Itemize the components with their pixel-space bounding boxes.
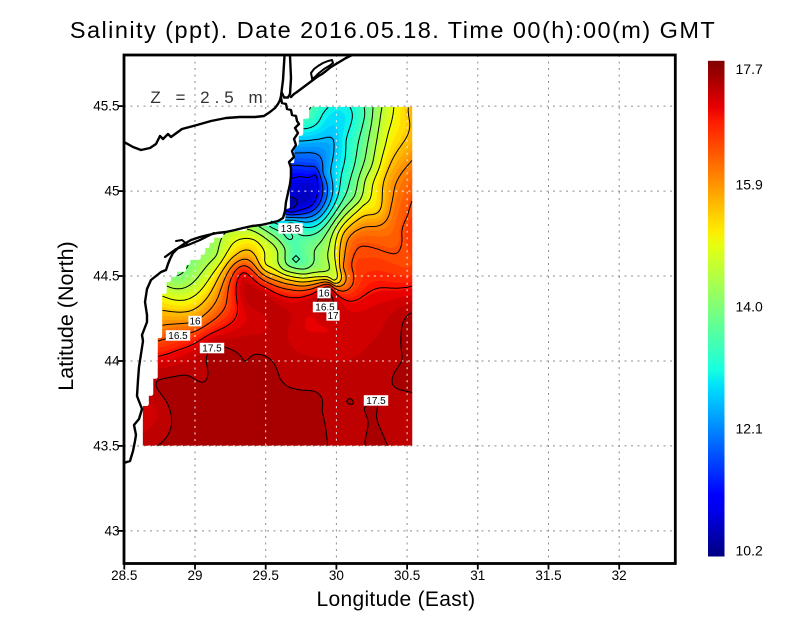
svg-text:13.5: 13.5 [281, 224, 301, 235]
svg-text:17.5: 17.5 [202, 344, 222, 355]
svg-text:10.2: 10.2 [736, 543, 763, 559]
svg-text:Latitude (North): Latitude (North) [54, 241, 78, 390]
svg-text:Longitude (East): Longitude (East) [317, 588, 476, 611]
svg-text:17.7: 17.7 [736, 61, 763, 77]
svg-text:29: 29 [187, 568, 202, 583]
svg-text:16: 16 [189, 317, 201, 328]
svg-text:14.0: 14.0 [736, 299, 763, 315]
svg-text:16.5: 16.5 [315, 303, 335, 314]
svg-text:12.1: 12.1 [736, 421, 763, 437]
svg-text:30: 30 [329, 568, 344, 583]
svg-text:Salinity (ppt). Date 2016.05.1: Salinity (ppt). Date 2016.05.18. Time 00… [70, 17, 716, 43]
svg-text:31.5: 31.5 [535, 568, 561, 583]
svg-text:30.5: 30.5 [394, 568, 420, 583]
svg-text:31: 31 [470, 568, 485, 583]
svg-text:44: 44 [104, 354, 120, 369]
svg-text:45: 45 [104, 184, 119, 199]
svg-text:32: 32 [612, 568, 627, 583]
svg-text:16: 16 [318, 289, 330, 300]
svg-text:43.5: 43.5 [93, 438, 119, 453]
svg-text:45.5: 45.5 [93, 99, 119, 114]
svg-text:16.5: 16.5 [168, 331, 188, 342]
svg-text:29.5: 29.5 [253, 568, 279, 583]
svg-text:43: 43 [104, 523, 119, 538]
svg-text:15.9: 15.9 [736, 176, 763, 192]
svg-text:44.5: 44.5 [93, 269, 119, 284]
svg-text:17: 17 [327, 311, 339, 322]
svg-text:17.5: 17.5 [366, 396, 386, 407]
svg-text:28.5: 28.5 [111, 568, 137, 583]
svg-text:Z = 2.5 m: Z = 2.5 m [150, 88, 267, 107]
